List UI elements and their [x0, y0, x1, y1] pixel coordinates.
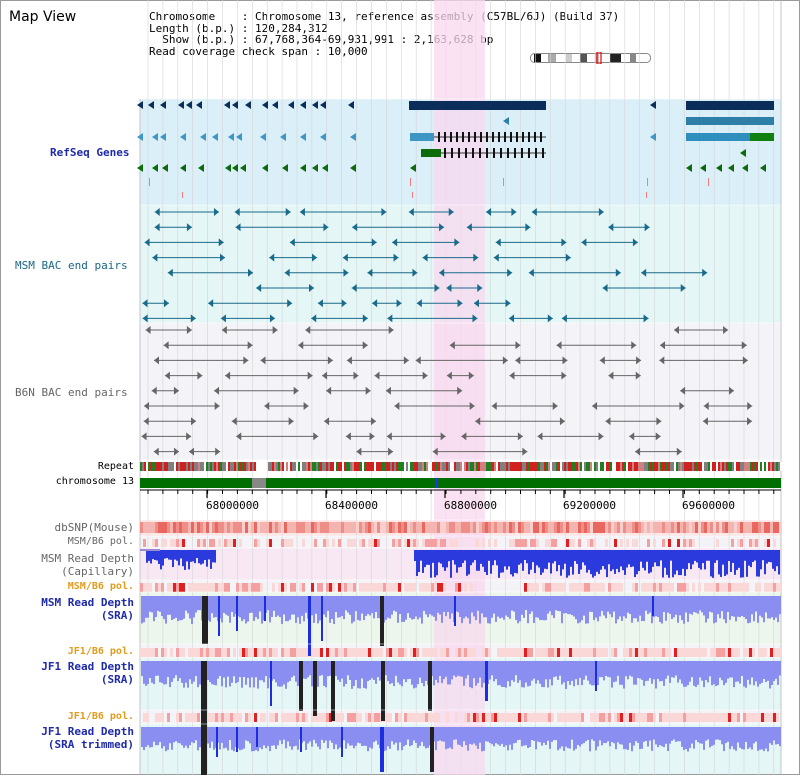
gene-block[interactable]: [409, 101, 546, 110]
gene-exon-marker[interactable]: [262, 101, 268, 109]
show-label: Show (b.p.): [162, 33, 236, 46]
msm-depth-capillary-label[interactable]: MSM Read Depth: [41, 552, 134, 565]
chromosome-track-label[interactable]: chromosome 13: [55, 476, 134, 487]
gene-exon-marker[interactable]: [288, 101, 294, 109]
gene-exon-marker[interactable]: [162, 164, 168, 172]
gene-exon-marker[interactable]: [260, 133, 266, 141]
ideogram-position-marker: [596, 52, 602, 64]
b6n-bac-track-label[interactable]: B6N BAC end pairs: [15, 386, 128, 399]
gene-exon-marker[interactable]: [196, 101, 202, 109]
gene-exon-marker[interactable]: [152, 133, 158, 141]
jf1-b6-pol-label-1[interactable]: JF1/B6 pol.: [67, 646, 134, 657]
gene-exon-marker[interactable]: [348, 101, 354, 109]
gene-exon-marker[interactable]: [410, 164, 416, 172]
length-label: Length (b.p.): [149, 21, 236, 35]
current-position-marker: [435, 478, 438, 488]
selected-region-highlight[interactable]: [434, 0, 485, 775]
gene-exon-marker[interactable]: [186, 101, 192, 109]
gene-exon-marker[interactable]: [148, 101, 154, 109]
axis-tick-label: 69200000: [563, 499, 616, 512]
gene-exon-marker[interactable]: [280, 133, 286, 141]
gene-exon-marker[interactable]: [198, 164, 204, 172]
gene-exon-marker[interactable]: [650, 133, 656, 141]
gene-exon-marker[interactable]: [700, 164, 706, 172]
msm-b6-pol-label-1[interactable]: MSM/B6 pol.: [67, 536, 134, 547]
gene-exon-marker[interactable]: [240, 164, 246, 172]
gene-exon-marker[interactable]: [350, 133, 356, 141]
jf1-depth-trimmed-label[interactable]: JF1 Read Depth: [41, 725, 134, 738]
jf1-depth-trimmed-sublabel: (SRA trimmed): [47, 738, 134, 751]
jf1-depth-sra-label[interactable]: JF1 Read Depth: [41, 660, 134, 673]
gene-exon-marker[interactable]: [503, 117, 509, 125]
gene-block[interactable]: [686, 101, 774, 110]
msm-depth-sra-sublabel: (SRA): [100, 609, 134, 622]
gene-exon-marker[interactable]: [245, 101, 251, 109]
gene-exon-marker[interactable]: [350, 164, 356, 172]
gene-exon-marker[interactable]: [300, 101, 306, 109]
gene-exon-marker[interactable]: [137, 164, 143, 172]
gene-exon-marker[interactable]: [178, 101, 184, 109]
gene-exon-marker[interactable]: [312, 164, 318, 172]
axis-tick-label: 68800000: [444, 499, 497, 512]
gene-exon-marker[interactable]: [200, 133, 206, 141]
gene-exon-marker[interactable]: [224, 101, 230, 109]
gene-exon-marker[interactable]: [180, 133, 186, 141]
gene-exon-marker[interactable]: [282, 164, 288, 172]
gene-exon-marker[interactable]: [300, 164, 306, 172]
region-info: Chromosome : Chromosome 13, reference as…: [149, 10, 620, 58]
gene-exon-marker[interactable]: [137, 133, 143, 141]
gene-exon-marker[interactable]: [225, 164, 231, 172]
length-value: 120,284,312: [254, 21, 328, 35]
gene-exon-marker[interactable]: [262, 164, 268, 172]
jf1-b6-pol-label-2[interactable]: JF1/B6 pol.: [67, 711, 134, 722]
gene-exon-marker[interactable]: [160, 133, 166, 141]
msm-b6-pol-label-2[interactable]: MSM/B6 pol.: [67, 581, 134, 592]
gene-exon-marker[interactable]: [740, 149, 746, 157]
gene-exon-marker[interactable]: [137, 101, 143, 109]
gene-exon-marker[interactable]: [650, 101, 656, 109]
gene-exon-marker[interactable]: [760, 164, 766, 172]
coverage-label: Read coverage check span: [149, 44, 308, 58]
coverage-value: 10,000: [327, 44, 368, 58]
gene-exon-marker[interactable]: [180, 164, 186, 172]
jf1-depth-sra-sublabel: (SRA): [100, 673, 134, 686]
msm-bac-track-label[interactable]: MSM BAC end pairs: [15, 259, 128, 272]
gene-exon-marker[interactable]: [272, 101, 278, 109]
axis-tick-label: 68000000: [206, 499, 259, 512]
gene-exon-marker[interactable]: [320, 101, 326, 109]
gene-exon-marker[interactable]: [160, 101, 166, 109]
gene-exon-marker[interactable]: [312, 101, 318, 109]
gene-exon-marker[interactable]: [686, 164, 692, 172]
gene-exon-marker[interactable]: [212, 133, 218, 141]
page-title: Map View: [9, 9, 77, 25]
gene-exon-marker[interactable]: [232, 164, 238, 172]
chromosome-ideogram[interactable]: [530, 52, 652, 64]
gene-exon-marker[interactable]: [236, 133, 242, 141]
dbsnp-track-label[interactable]: dbSNP(Mouse): [54, 521, 134, 534]
msm-depth-capillary-sublabel: (Capillary): [61, 565, 134, 578]
axis-tick-label: 69600000: [682, 499, 735, 512]
gene-exon-marker[interactable]: [728, 164, 734, 172]
axis-tick-label: 68400000: [325, 499, 378, 512]
gene-exon-marker[interactable]: [716, 164, 722, 172]
msm-depth-sra-label[interactable]: MSM Read Depth: [41, 596, 134, 609]
gene-exon-marker[interactable]: [742, 164, 748, 172]
gene-exon-marker[interactable]: [300, 133, 306, 141]
gene-exon-marker[interactable]: [322, 164, 328, 172]
gene-exon-marker[interactable]: [232, 101, 238, 109]
gene-exon-marker[interactable]: [228, 133, 234, 141]
chromosome-label: Chromosome: [149, 10, 216, 23]
gene-exon-marker[interactable]: [152, 164, 158, 172]
gene-exon-marker[interactable]: [320, 133, 326, 141]
repeat-track-label[interactable]: Repeat: [97, 461, 134, 472]
gene-block[interactable]: [686, 117, 774, 125]
chromosome-bar[interactable]: [140, 478, 781, 488]
refseq-track-label[interactable]: RefSeq Genes: [50, 146, 130, 159]
